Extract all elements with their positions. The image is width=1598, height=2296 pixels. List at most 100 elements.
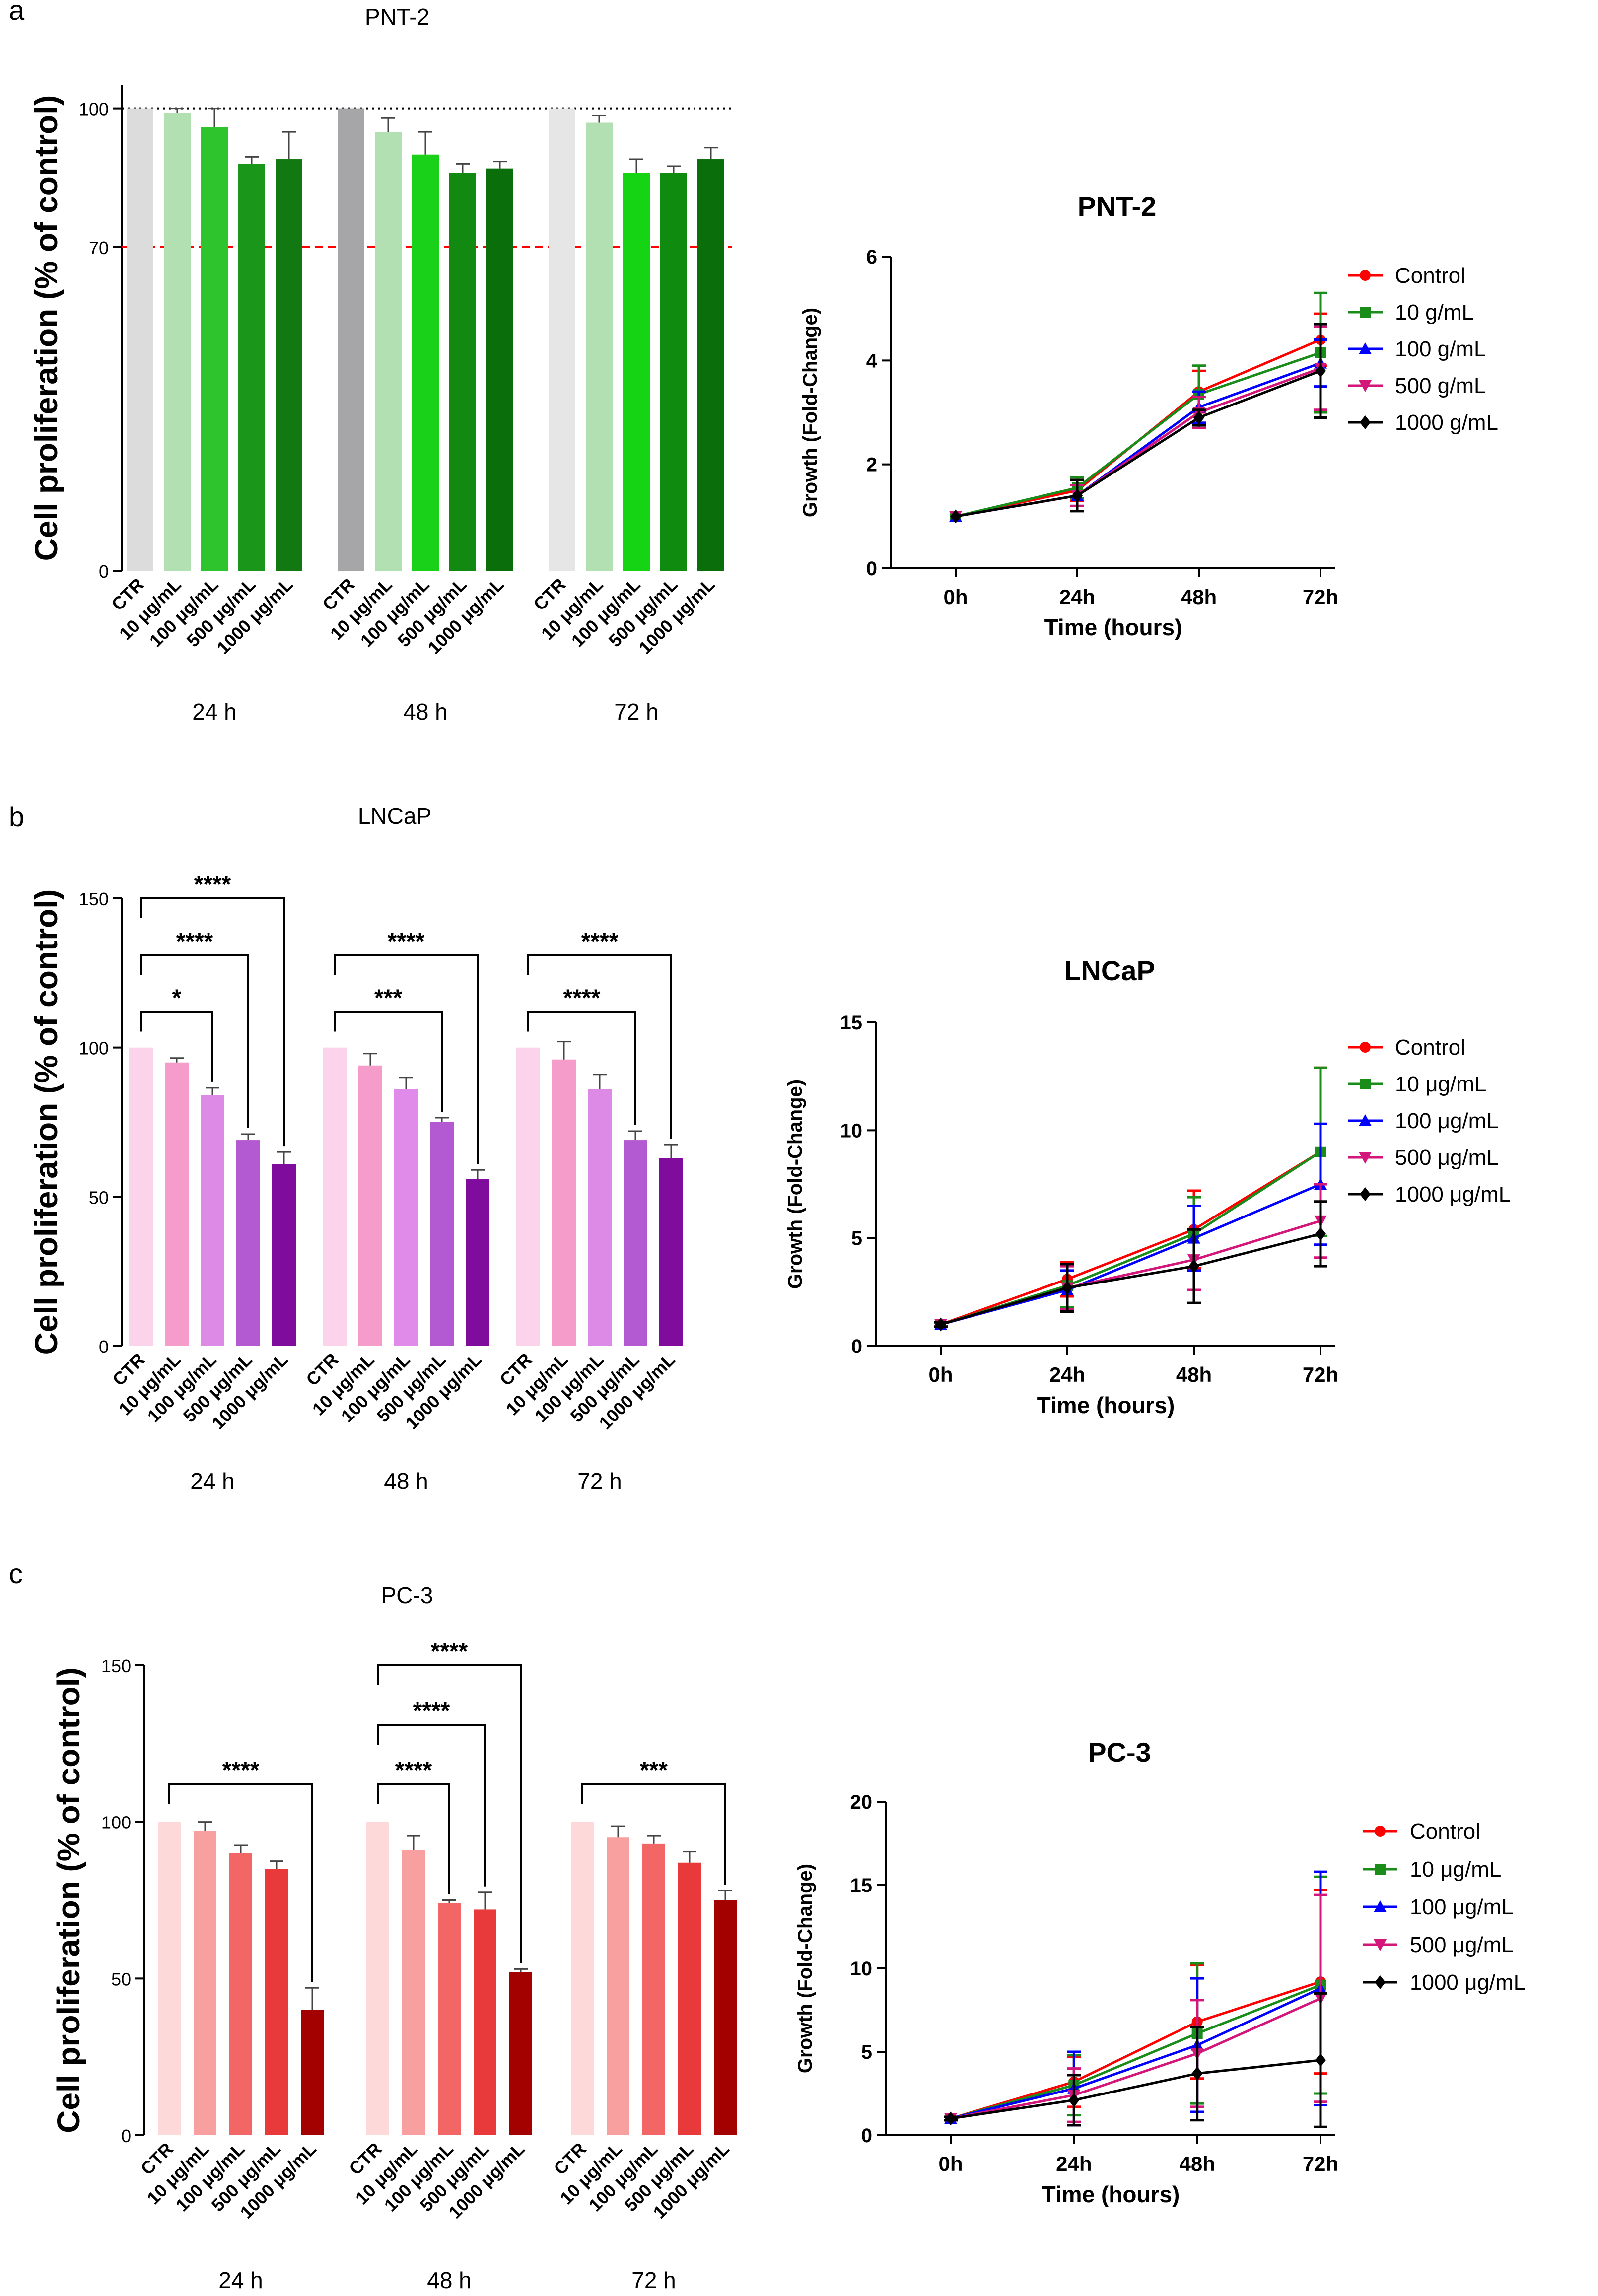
significance-bracket: **** <box>140 928 249 1129</box>
bar-72h-0 <box>571 1822 594 2135</box>
bar-72h-1 <box>607 1837 629 2135</box>
legend-marker <box>1375 1826 1386 1837</box>
significance-bracket: **** <box>377 1638 522 1963</box>
chart-title: PNT-2 <box>1078 191 1157 222</box>
x-tick-label: 72h <box>1303 1363 1338 1386</box>
panel-label-a: a <box>9 0 25 26</box>
legend-label: 100 g/mL <box>1395 337 1486 361</box>
group-label: 48 h <box>384 1468 428 1494</box>
bar-24h-2 <box>201 127 228 571</box>
series-line <box>940 1150 1321 1326</box>
bar-24h-2 <box>201 1095 224 1346</box>
series-1000--g-ml <box>944 1992 1327 2128</box>
y-tick-label: 10 <box>840 1120 863 1142</box>
legend-marker <box>1360 307 1371 318</box>
legend-marker <box>1359 342 1372 354</box>
x-axis-label: Time (hours) <box>1037 1392 1175 1418</box>
bar-24h-0 <box>127 108 153 571</box>
y-tick-label: 4 <box>866 350 878 372</box>
legend-entry: Control <box>1348 264 1465 288</box>
series-control <box>944 1889 1327 2124</box>
legend-label: Control <box>1395 264 1465 288</box>
x-tick-label: 48h <box>1179 2152 1215 2175</box>
bracket-line <box>168 1783 313 1982</box>
data-point <box>1193 410 1204 425</box>
x-tick-label: 24h <box>1056 2152 1092 2175</box>
series-line <box>950 1980 1321 2120</box>
bar-48h-0 <box>323 1047 347 1346</box>
bar-24h-4 <box>301 2010 324 2135</box>
group-label: 48 h <box>403 699 448 725</box>
data-point <box>1072 488 1083 503</box>
bar-24h-2 <box>229 1853 252 2135</box>
legend-label: 500 g/mL <box>1395 374 1486 398</box>
bracket-line <box>527 954 672 1139</box>
bracket-line <box>140 897 285 1147</box>
significance-label: **** <box>563 985 601 1012</box>
bracket-line <box>581 1783 726 1885</box>
bar-72h-4 <box>659 1158 683 1346</box>
bar-72h-4 <box>714 1900 737 2135</box>
legend-marker <box>1359 1152 1372 1164</box>
y-axis-label: Cell proliferation (% of control) <box>28 95 64 561</box>
series-500--g-ml <box>944 1893 1327 2125</box>
significance-bracket: **** <box>168 1757 313 1982</box>
bar-48h-4 <box>509 1972 532 2135</box>
y-tick-label: 0 <box>99 1337 109 1357</box>
x-tick-label: 24h <box>1049 1363 1085 1386</box>
bracket-line <box>334 1011 443 1112</box>
x-tick-label: 48h <box>1181 585 1217 608</box>
legend-marker <box>1375 1864 1386 1875</box>
data-point <box>945 2111 956 2126</box>
bar-48h-4 <box>486 168 513 571</box>
y-tick-label: 15 <box>840 1012 863 1034</box>
group-label: 48 h <box>427 2267 472 2293</box>
series-line <box>940 1232 1321 1326</box>
bar-24h-4 <box>272 1164 296 1346</box>
series-line <box>950 1987 1321 2120</box>
legend-label: Control <box>1410 1820 1480 1844</box>
legend-marker <box>1360 1042 1371 1053</box>
legend-label: 10 g/mL <box>1395 300 1474 325</box>
bar-24h-3 <box>236 1140 260 1346</box>
legend-entry: Control <box>1363 1820 1480 1844</box>
group-label: 24 h <box>192 699 237 725</box>
y-axis-label: Cell proliferation (% of control) <box>51 1667 86 2133</box>
bar-72h-1 <box>552 1059 576 1346</box>
group-label: 72 h <box>614 699 659 725</box>
significance-bracket: * <box>140 985 213 1082</box>
x-tick-label: 0h <box>928 1363 953 1386</box>
bar-chart-a-bar: PNT-2 Cell proliferation (% of control) 0 7… <box>28 4 732 725</box>
bar-72h-2 <box>623 173 650 571</box>
significance-label: **** <box>395 1757 432 1784</box>
chart-title: LNCaP <box>358 803 431 829</box>
significance-bracket: *** <box>581 1757 726 1885</box>
line-chart-c-line: PC-3 0 5 10 15 20 0h 24h 48h 72h Time (hours) Growt… <box>794 1737 1526 2207</box>
legend-label: 1000 g/mL <box>1395 410 1498 435</box>
significance-bracket: **** <box>334 928 479 1164</box>
significance-label: **** <box>413 1698 450 1724</box>
panel-label-c: c <box>9 1558 23 1589</box>
x-tick-label: 72h <box>1303 585 1338 608</box>
data-point <box>1068 2093 1080 2107</box>
bar-48h-1 <box>375 132 402 571</box>
y-tick-label: 5 <box>861 2041 872 2063</box>
group-label: 72 h <box>631 2267 676 2293</box>
series-line <box>950 2059 1321 2120</box>
bar-72h-3 <box>624 1140 647 1346</box>
y-axis-label: Growth (Fold-Change) <box>799 308 821 517</box>
y-tick-label: 100 <box>79 99 109 120</box>
legend-entry: 1000 μg/mL <box>1348 1182 1511 1207</box>
bar-48h-3 <box>474 1909 496 2135</box>
bracket-line <box>334 954 479 1164</box>
y-axis-label: Growth (Fold-Change) <box>794 1864 816 2073</box>
significance-label: **** <box>176 928 213 954</box>
significance-label: *** <box>374 985 402 1012</box>
series-10--g-ml <box>934 1066 1327 1330</box>
data-point <box>1191 2066 1203 2081</box>
bar-72h-3 <box>660 173 687 571</box>
legend-entry: 500 μg/mL <box>1363 1933 1514 1957</box>
group-label: 72 h <box>577 1468 622 1494</box>
bracket-line <box>377 1664 522 1963</box>
